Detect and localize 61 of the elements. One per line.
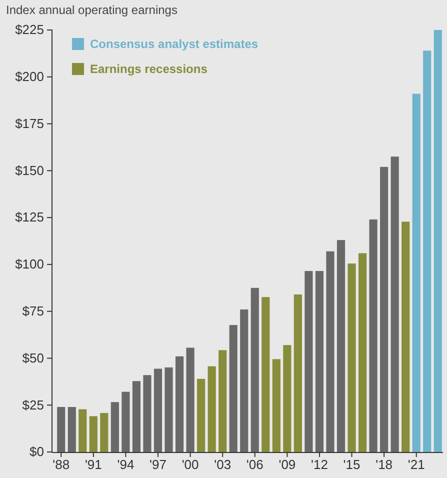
bar	[110, 402, 119, 452]
bar	[154, 368, 162, 452]
bar	[336, 240, 346, 452]
bar	[390, 156, 399, 452]
chart-title: Index annual operating earnings	[6, 3, 178, 17]
x-tick-label: '15	[343, 457, 360, 472]
x-tick-label: '91	[84, 457, 102, 472]
bar	[315, 271, 324, 452]
x-tick-label: '03	[214, 457, 232, 472]
x-tick-label: '94	[117, 457, 134, 472]
x-tick-label: '18	[376, 457, 393, 472]
legend-label: Consensus analyst estimates	[90, 37, 258, 51]
bar	[272, 359, 280, 452]
bar	[304, 271, 313, 452]
bar	[240, 309, 248, 452]
x-tick-label: '09	[278, 457, 296, 472]
legend-label: Earnings recessions	[90, 62, 208, 76]
y-tick-label: $0	[30, 444, 44, 460]
bar	[262, 297, 270, 452]
x-tick-label: '12	[310, 457, 328, 472]
bar	[326, 251, 334, 452]
y-tick-label: $150	[15, 162, 44, 178]
x-tick-label: '06	[246, 457, 264, 472]
bar	[283, 345, 292, 452]
bar	[434, 30, 442, 452]
y-tick-label: $125	[15, 210, 44, 225]
bar	[57, 406, 66, 452]
x-tick-label: '00	[182, 457, 199, 472]
bar	[100, 412, 108, 452]
bar	[348, 264, 356, 452]
bar	[423, 50, 432, 452]
bar	[402, 222, 410, 452]
bar	[122, 392, 130, 452]
bar	[68, 406, 76, 452]
y-tick-label: $100	[15, 256, 44, 272]
y-tick-label: $25	[22, 397, 44, 412]
y-tick-label: $225	[15, 22, 44, 38]
bar	[294, 294, 302, 452]
bar	[358, 253, 367, 452]
bar	[197, 378, 206, 452]
bar	[218, 350, 227, 452]
x-tick-label: '21	[408, 457, 425, 472]
bar	[369, 219, 378, 452]
x-tick-label: '97	[150, 457, 166, 472]
bar	[229, 325, 238, 452]
bar	[186, 348, 194, 452]
bar	[143, 375, 152, 452]
y-tick-label: $175	[15, 116, 44, 131]
bar	[250, 288, 259, 452]
y-tick-label: $50	[22, 350, 44, 366]
bar	[132, 381, 141, 452]
bar	[78, 409, 87, 452]
bar	[412, 94, 420, 452]
bar	[89, 416, 98, 452]
bar	[175, 356, 184, 452]
bar	[208, 366, 216, 452]
bar	[164, 367, 173, 452]
bar	[380, 166, 388, 452]
y-tick-label: $200	[15, 69, 44, 84]
y-tick-label: $75	[22, 303, 44, 318]
x-tick-label: '88	[52, 457, 70, 472]
